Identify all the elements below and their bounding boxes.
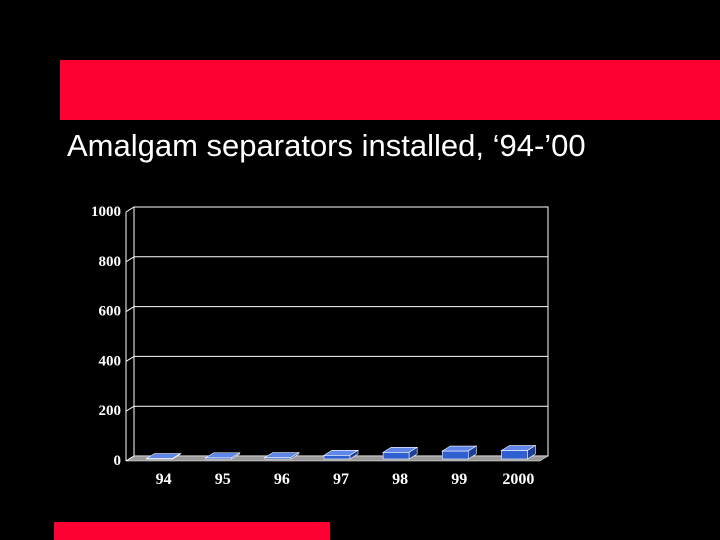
y-tick-label: 1000	[91, 204, 121, 220]
bar-side	[231, 452, 241, 460]
bar-side	[527, 444, 536, 460]
x-tick-label: 97	[333, 471, 349, 488]
y-tick-label: 0	[114, 453, 122, 469]
gridline-depth	[125, 206, 135, 213]
plot-area	[125, 206, 549, 462]
bar	[204, 452, 241, 460]
x-tick-label: 98	[392, 471, 408, 488]
bar-side	[467, 445, 477, 460]
x-tick-label: 95	[215, 471, 231, 488]
bar-side	[172, 452, 181, 460]
gridline-depth	[125, 355, 135, 362]
footer-accent-bar	[54, 522, 330, 540]
bar-front	[441, 450, 469, 460]
x-tick-label: 96	[274, 471, 290, 488]
gridline-depth	[125, 455, 135, 462]
bar	[500, 444, 537, 460]
y-tick-label: 600	[99, 304, 122, 320]
bar-front	[382, 451, 410, 460]
y-axis-tick-labels: 0 200 400 600 800 1000	[91, 204, 121, 469]
y-tick-label: 200	[99, 403, 122, 419]
gridline-depth	[125, 306, 135, 313]
gridline-depth	[125, 256, 135, 263]
bar-side	[408, 446, 418, 460]
y-tick-label: 800	[99, 254, 122, 270]
gridline-depth	[125, 405, 135, 412]
gridlines	[125, 206, 548, 462]
bar-side	[349, 449, 359, 460]
bar-front	[323, 454, 351, 460]
plot-border	[133, 206, 549, 457]
y-tick-label: 400	[99, 353, 122, 369]
bar	[441, 445, 478, 460]
bars	[145, 444, 537, 460]
x-tick-label: 2000	[502, 471, 534, 488]
x-tick-label: 99	[451, 471, 467, 488]
slide-title: Amalgam separators installed, ‘94-’00	[67, 128, 586, 163]
bar	[322, 449, 360, 460]
bar	[263, 451, 300, 460]
bar	[382, 446, 419, 460]
bar-side	[290, 451, 300, 460]
x-axis-tick-labels: 94 95 96 97 98 99 2000	[156, 471, 535, 488]
bar	[145, 452, 182, 460]
x-tick-label: 94	[156, 471, 172, 488]
title-accent-bar	[60, 60, 720, 120]
bar-front	[501, 450, 528, 460]
